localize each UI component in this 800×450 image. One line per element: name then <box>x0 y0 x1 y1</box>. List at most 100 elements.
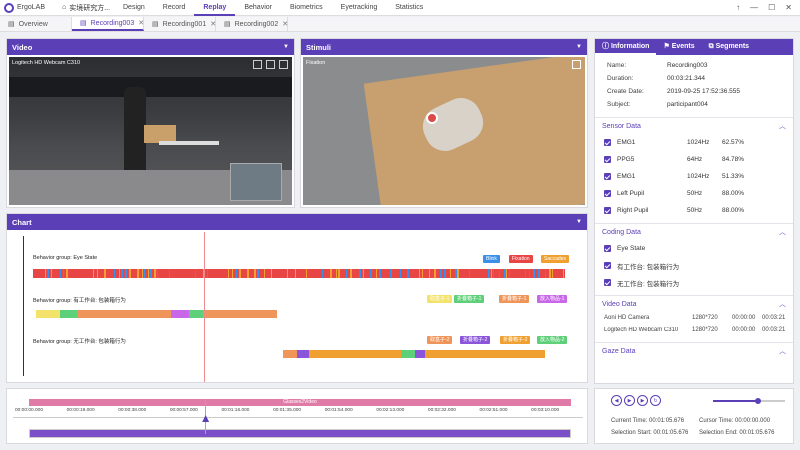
tab-recording003[interactable]: ▤ Recording003 ✕ <box>72 17 144 31</box>
pip-icon[interactable] <box>266 60 275 69</box>
maximize-icon[interactable]: ☐ <box>768 3 776 12</box>
tab-events[interactable]: ⚑ Events <box>663 43 695 50</box>
checkbox[interactable] <box>604 173 611 180</box>
info-icon: ⓘ <box>602 43 611 50</box>
close-tab-icon[interactable]: ✕ <box>138 20 145 27</box>
segment-fold-box-2[interactable] <box>297 350 309 358</box>
coding-row[interactable]: Eye State <box>595 240 793 257</box>
legend-put-item-1: 放入物品-1 <box>537 295 568 303</box>
recording-tabs: ▤ Overview ▤ Recording003 ✕ ▤ Recording001 ✕ … <box>0 17 800 32</box>
chevron-up-icon[interactable]: ︿ <box>779 348 786 355</box>
segment-put-item-2[interactable] <box>401 350 415 358</box>
menu-biometrics[interactable]: Biometrics <box>289 3 323 11</box>
gaze-data-header[interactable]: Gaze Data ︿ <box>595 342 793 359</box>
chevron-up-icon[interactable]: ︿ <box>779 301 786 308</box>
segment-fold-box-2c[interactable] <box>415 350 425 358</box>
time-readouts-right: Cursor Time: 00:00:00.000 Selection End:… <box>699 418 775 436</box>
sensor-row[interactable]: Left Pupil 50Hz 88.00% <box>595 185 793 202</box>
checkbox[interactable] <box>604 279 611 286</box>
stimuli-video[interactable]: Fixation <box>303 57 585 205</box>
eye-state-event <box>137 269 139 278</box>
tab-recording002[interactable]: ▤ Recording002 ✕ <box>216 17 288 31</box>
sensor-row[interactable]: PPG5 64Hz 84.78% <box>595 151 793 168</box>
video-data-header[interactable]: Video Data ︿ <box>595 295 793 312</box>
window-controls: ↑ — ☐ ✕ <box>736 3 800 12</box>
tab-overview[interactable]: ▤ Overview <box>0 17 72 31</box>
menu-record[interactable]: Record <box>162 3 186 11</box>
timeline-range-slider[interactable] <box>29 429 571 438</box>
menu-statistics[interactable]: Statistics <box>395 3 424 11</box>
segment-fold-box-1[interactable] <box>60 310 77 318</box>
checkbox[interactable] <box>604 207 611 214</box>
eye-state-event <box>509 269 510 278</box>
chevron-up-icon[interactable]: ︿ <box>779 229 786 236</box>
segment-fold-box-2b[interactable] <box>309 350 401 358</box>
sensor-data-header[interactable]: Sensor Data ︿ <box>595 117 793 134</box>
eye-state-event <box>207 269 208 278</box>
project-selector[interactable]: ⌂ 实境研究方... <box>62 4 111 12</box>
sensor-row[interactable]: EMG1 1024Hz 62.57% <box>595 134 793 151</box>
step-forward-icon[interactable]: ▶ <box>637 395 648 406</box>
layout-icon[interactable] <box>253 60 262 69</box>
loop-icon[interactable]: ↻ <box>650 395 661 406</box>
coding-data-header[interactable]: Coding Data ︿ <box>595 223 793 240</box>
info-tabs: ⓘ Information ⚑ Events ⧉ Segments <box>595 39 793 55</box>
sensor-row[interactable]: Right Pupil 50Hz 88.00% <box>595 202 793 219</box>
segment-fold-box-1d[interactable] <box>203 310 277 318</box>
legend-fold-box-2b: 折叠箱子-2 <box>500 336 531 344</box>
collapse-icon[interactable]: ▼ <box>576 44 582 50</box>
checkbox[interactable] <box>604 139 611 146</box>
checkbox[interactable] <box>604 245 611 252</box>
volume-slider[interactable] <box>713 398 785 404</box>
eye-state-event <box>491 269 492 278</box>
eye-state-event <box>144 269 145 278</box>
collapse-icon[interactable]: ▼ <box>576 219 582 225</box>
eye-state-event <box>549 269 551 278</box>
coding-row[interactable]: 有工作台: 包装箱行为 <box>595 257 793 274</box>
volume-handle[interactable] <box>755 398 761 404</box>
info-panel: ⓘ Information ⚑ Events ⧉ Segments Name: R… <box>594 38 794 384</box>
fullscreen-icon[interactable] <box>279 60 288 69</box>
minimize-icon[interactable]: — <box>750 3 759 12</box>
tab-recording001[interactable]: ▤ Recording001 ✕ <box>144 17 216 31</box>
segment-put-item-1[interactable] <box>171 310 189 318</box>
timeline-tick-label: 00:00:00.000 <box>14 408 44 413</box>
sensor-row[interactable]: EMG1 1024Hz 51.33% <box>595 168 793 185</box>
checkbox[interactable] <box>604 156 611 163</box>
tab-segments[interactable]: ⧉ Segments <box>708 43 750 50</box>
fullscreen-icon[interactable] <box>572 60 581 69</box>
menu-design[interactable]: Design <box>123 3 145 11</box>
stimuli-panel: Stimuli ▼ Fixation <box>300 38 588 208</box>
checkbox[interactable] <box>604 262 611 269</box>
pin-icon[interactable]: ↑ <box>736 3 741 12</box>
eye-state-bar[interactable] <box>33 269 565 278</box>
eye-state-event <box>499 269 500 278</box>
segment-fold-box-1c[interactable] <box>189 310 203 318</box>
glasses2video-track[interactable]: Glasses2Video <box>29 399 571 406</box>
main-menu: Design Record Replay Behavior Biometrics… <box>114 0 432 16</box>
close-tab-icon[interactable]: ✕ <box>282 21 289 28</box>
chart-panel-header: Chart ▼ <box>7 214 587 230</box>
doc-icon: ▤ <box>224 21 231 28</box>
coding-row[interactable]: 无工作台: 包装箱行为 <box>595 274 793 291</box>
collapse-icon[interactable]: ▼ <box>283 44 289 50</box>
tab-information[interactable]: ⓘ Information <box>595 39 657 55</box>
segment-fold-box-1b[interactable] <box>77 310 171 318</box>
menu-replay[interactable]: Replay <box>194 0 236 16</box>
segment-take-box-1[interactable] <box>36 310 60 318</box>
playhead-handle[interactable] <box>202 415 210 422</box>
segment-take-box-2[interactable] <box>283 350 297 358</box>
menu-eyetracking[interactable]: Eyetracking <box>340 3 378 11</box>
close-icon[interactable]: ✕ <box>785 3 792 12</box>
close-tab-icon[interactable]: ✕ <box>210 21 217 28</box>
checkbox[interactable] <box>604 190 611 197</box>
play-icon[interactable]: ▶ <box>624 395 635 406</box>
segment-fold-box-2d[interactable] <box>425 350 545 358</box>
webcam-video[interactable]: Logitech HD Webcam C310 <box>9 57 292 205</box>
chevron-up-icon[interactable]: ︿ <box>779 123 786 130</box>
pip-video[interactable] <box>230 163 282 201</box>
menu-behavior[interactable]: Behavior <box>244 3 272 11</box>
step-back-icon[interactable]: ◀ <box>611 395 622 406</box>
timeline-tick-label: 00:00:38.000 <box>118 408 147 413</box>
current-time: 00:01:05.676 <box>649 418 685 424</box>
